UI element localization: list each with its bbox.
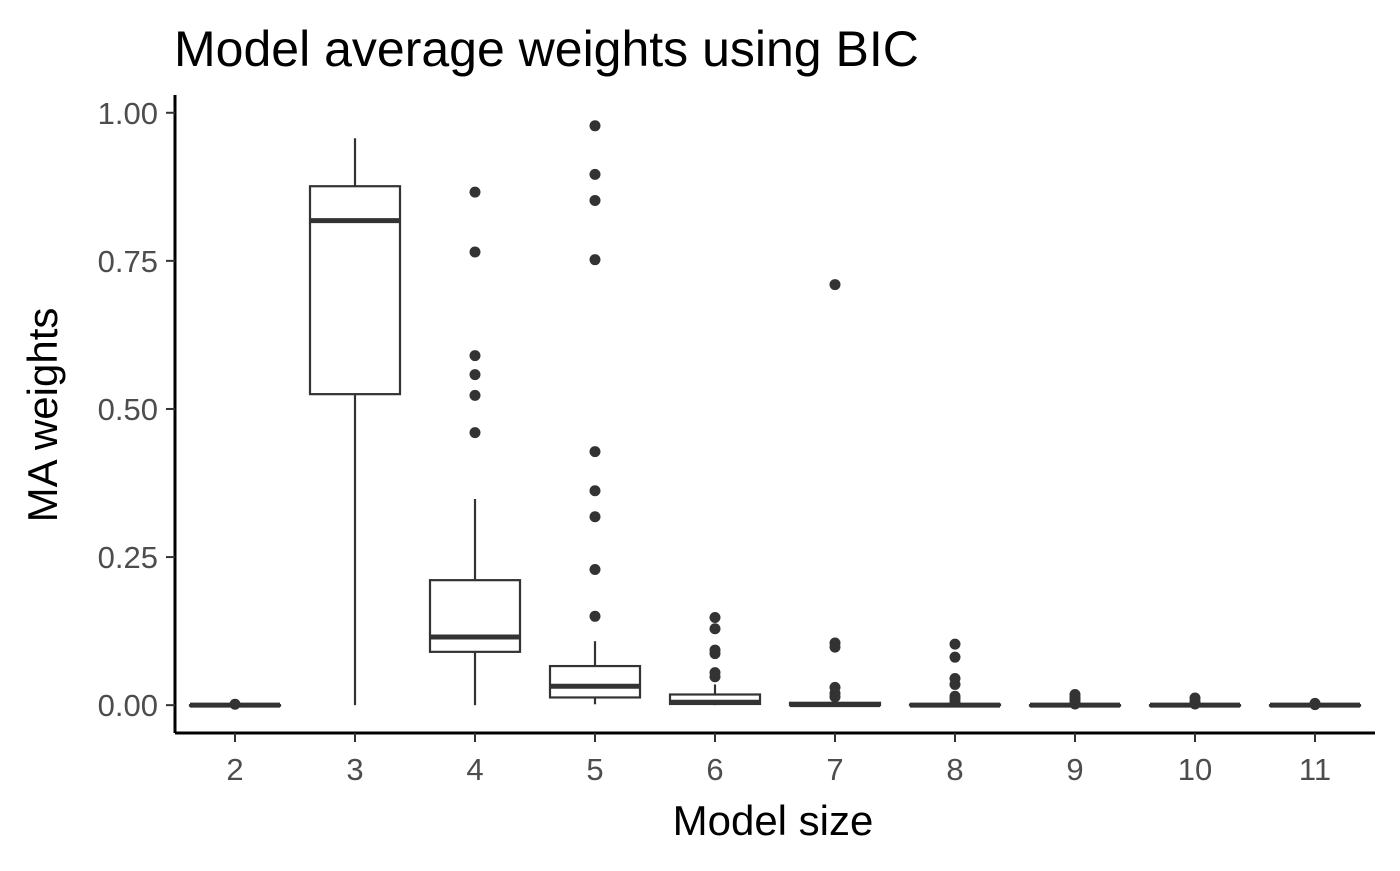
x-tick-label: 4 — [466, 752, 483, 787]
x-tick-label: 10 — [1178, 752, 1212, 787]
y-tick-label: 1.00 — [98, 96, 158, 131]
box-group-7 — [788, 279, 882, 708]
chart-title: Model average weights using BIC — [174, 21, 919, 77]
outlier-point — [589, 168, 601, 180]
outlier-point — [469, 246, 481, 258]
x-tick-label: 11 — [1299, 752, 1331, 787]
iqr-box — [308, 185, 402, 396]
y-tick-label: 0.00 — [98, 688, 158, 723]
outlier-point — [469, 186, 481, 198]
box-group-4 — [428, 186, 522, 706]
outlier-point — [589, 485, 601, 497]
box-group-8 — [908, 638, 1002, 708]
x-tick-label: 8 — [946, 752, 963, 787]
x-tick-label: 9 — [1066, 752, 1083, 787]
outlier-point — [469, 389, 481, 401]
outlier-point — [949, 673, 961, 685]
outlier-point — [589, 610, 601, 622]
iqr-box — [548, 664, 642, 699]
outlier-point — [709, 667, 721, 679]
outlier-point — [469, 350, 481, 362]
y-tick-label: 0.50 — [98, 392, 158, 427]
outlier-point — [709, 644, 721, 656]
x-axis: 2 3 4 5 6 7 8 9 10 11 — [175, 731, 1375, 787]
outlier-point — [829, 681, 841, 693]
outlier-point — [709, 623, 721, 635]
box-group-5 — [548, 120, 642, 705]
outlier-point — [469, 369, 481, 381]
y-tick-label: 0.25 — [98, 540, 158, 575]
outlier-point — [589, 446, 601, 458]
outlier-point — [589, 564, 601, 576]
outlier-point — [589, 254, 601, 266]
box-group-2 — [188, 698, 282, 710]
iqr-box — [428, 579, 522, 653]
outlier-point — [229, 698, 241, 710]
outlier-point — [829, 637, 841, 649]
outlier-point — [1189, 692, 1201, 704]
outlier-point — [949, 651, 961, 663]
x-tick-label: 7 — [826, 752, 843, 787]
outlier-point — [949, 638, 961, 650]
outlier-point — [1069, 688, 1081, 700]
x-tick-label: 6 — [706, 752, 723, 787]
y-tick-label: 0.75 — [98, 244, 158, 279]
box-group-9 — [1028, 688, 1122, 710]
box-group-3 — [308, 138, 402, 706]
y-axis: 0.00 0.25 0.50 0.75 1.00 — [98, 95, 177, 733]
box-group-11 — [1268, 697, 1362, 711]
plot-area — [188, 120, 1362, 711]
outlier-point — [829, 279, 841, 291]
x-axis-title: Model size — [673, 797, 874, 844]
outlier-point — [469, 427, 481, 439]
outlier-point — [589, 120, 601, 132]
outlier-point — [589, 511, 601, 523]
x-tick-label: 5 — [586, 752, 603, 787]
outlier-point — [949, 690, 961, 702]
box-group-10 — [1148, 692, 1242, 710]
y-axis-title: MA weights — [19, 308, 66, 523]
x-tick-label: 2 — [226, 752, 243, 787]
outlier-point — [709, 611, 721, 623]
x-tick-label: 3 — [346, 752, 363, 787]
outlier-point — [589, 194, 601, 206]
box-group-6 — [668, 611, 762, 706]
outlier-point — [1309, 697, 1321, 709]
